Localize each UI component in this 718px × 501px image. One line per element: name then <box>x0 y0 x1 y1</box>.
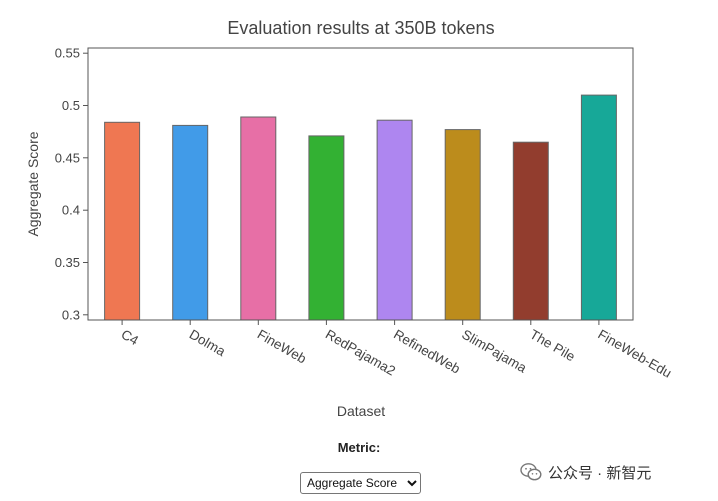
x-axis: C4 Dolma FineWeb RedPajama2RefinedWebSlimPa… <box>119 320 674 381</box>
y-axis-title: Aggregate Score <box>25 131 41 236</box>
metric-select[interactable]: Aggregate Score <box>300 472 421 494</box>
bar-fineweb-edu[interactable] <box>580 94 617 321</box>
wechat-icon <box>520 463 542 481</box>
bar-slimpajama[interactable] <box>444 129 481 321</box>
x-tick-label: RefinedWeb <box>391 327 463 377</box>
metric-label: Metric: <box>337 440 381 455</box>
bars-group <box>104 94 617 321</box>
bar-chart: Evaluation results at 350B tokens 0.30.3… <box>25 18 674 419</box>
x-tick-label: C4 <box>119 327 142 349</box>
bar-fineweb[interactable] <box>240 116 277 321</box>
x-tick-label: RedPajama2 <box>323 327 398 379</box>
y-tick-label: 0.4 <box>62 203 80 218</box>
y-tick-label: 0.55 <box>55 46 80 61</box>
x-tick-label: FineWeb-Edu <box>595 327 674 381</box>
bar-the-pile[interactable] <box>512 141 549 321</box>
chart-title: Evaluation results at 350B tokens <box>227 18 494 38</box>
bar-refinedweb[interactable] <box>376 119 413 321</box>
watermark: 公众号 · 新智元 <box>520 461 651 483</box>
y-tick-label: 0.5 <box>62 98 80 113</box>
bar-c4[interactable] <box>104 121 141 321</box>
y-tick-label: 0.35 <box>55 255 80 270</box>
y-tick-label: 0.3 <box>62 307 80 322</box>
watermark-text: 公众号 · 新智元 <box>548 464 652 482</box>
bar-redpajama2[interactable] <box>308 135 345 321</box>
y-tick-label: 0.45 <box>55 150 80 165</box>
x-tick-label: Dolma <box>187 327 229 360</box>
plot-frame <box>87 47 634 321</box>
x-tick-label: FineWeb <box>255 327 309 367</box>
x-tick-label: The Pile <box>527 327 577 365</box>
x-tick-label: SlimPajama <box>459 327 529 376</box>
bar-dolma[interactable] <box>172 124 209 321</box>
y-axis: 0.3 0.35 0.4 0.45 0.5 0.55 <box>55 46 88 322</box>
x-axis-title: Dataset <box>337 403 385 419</box>
